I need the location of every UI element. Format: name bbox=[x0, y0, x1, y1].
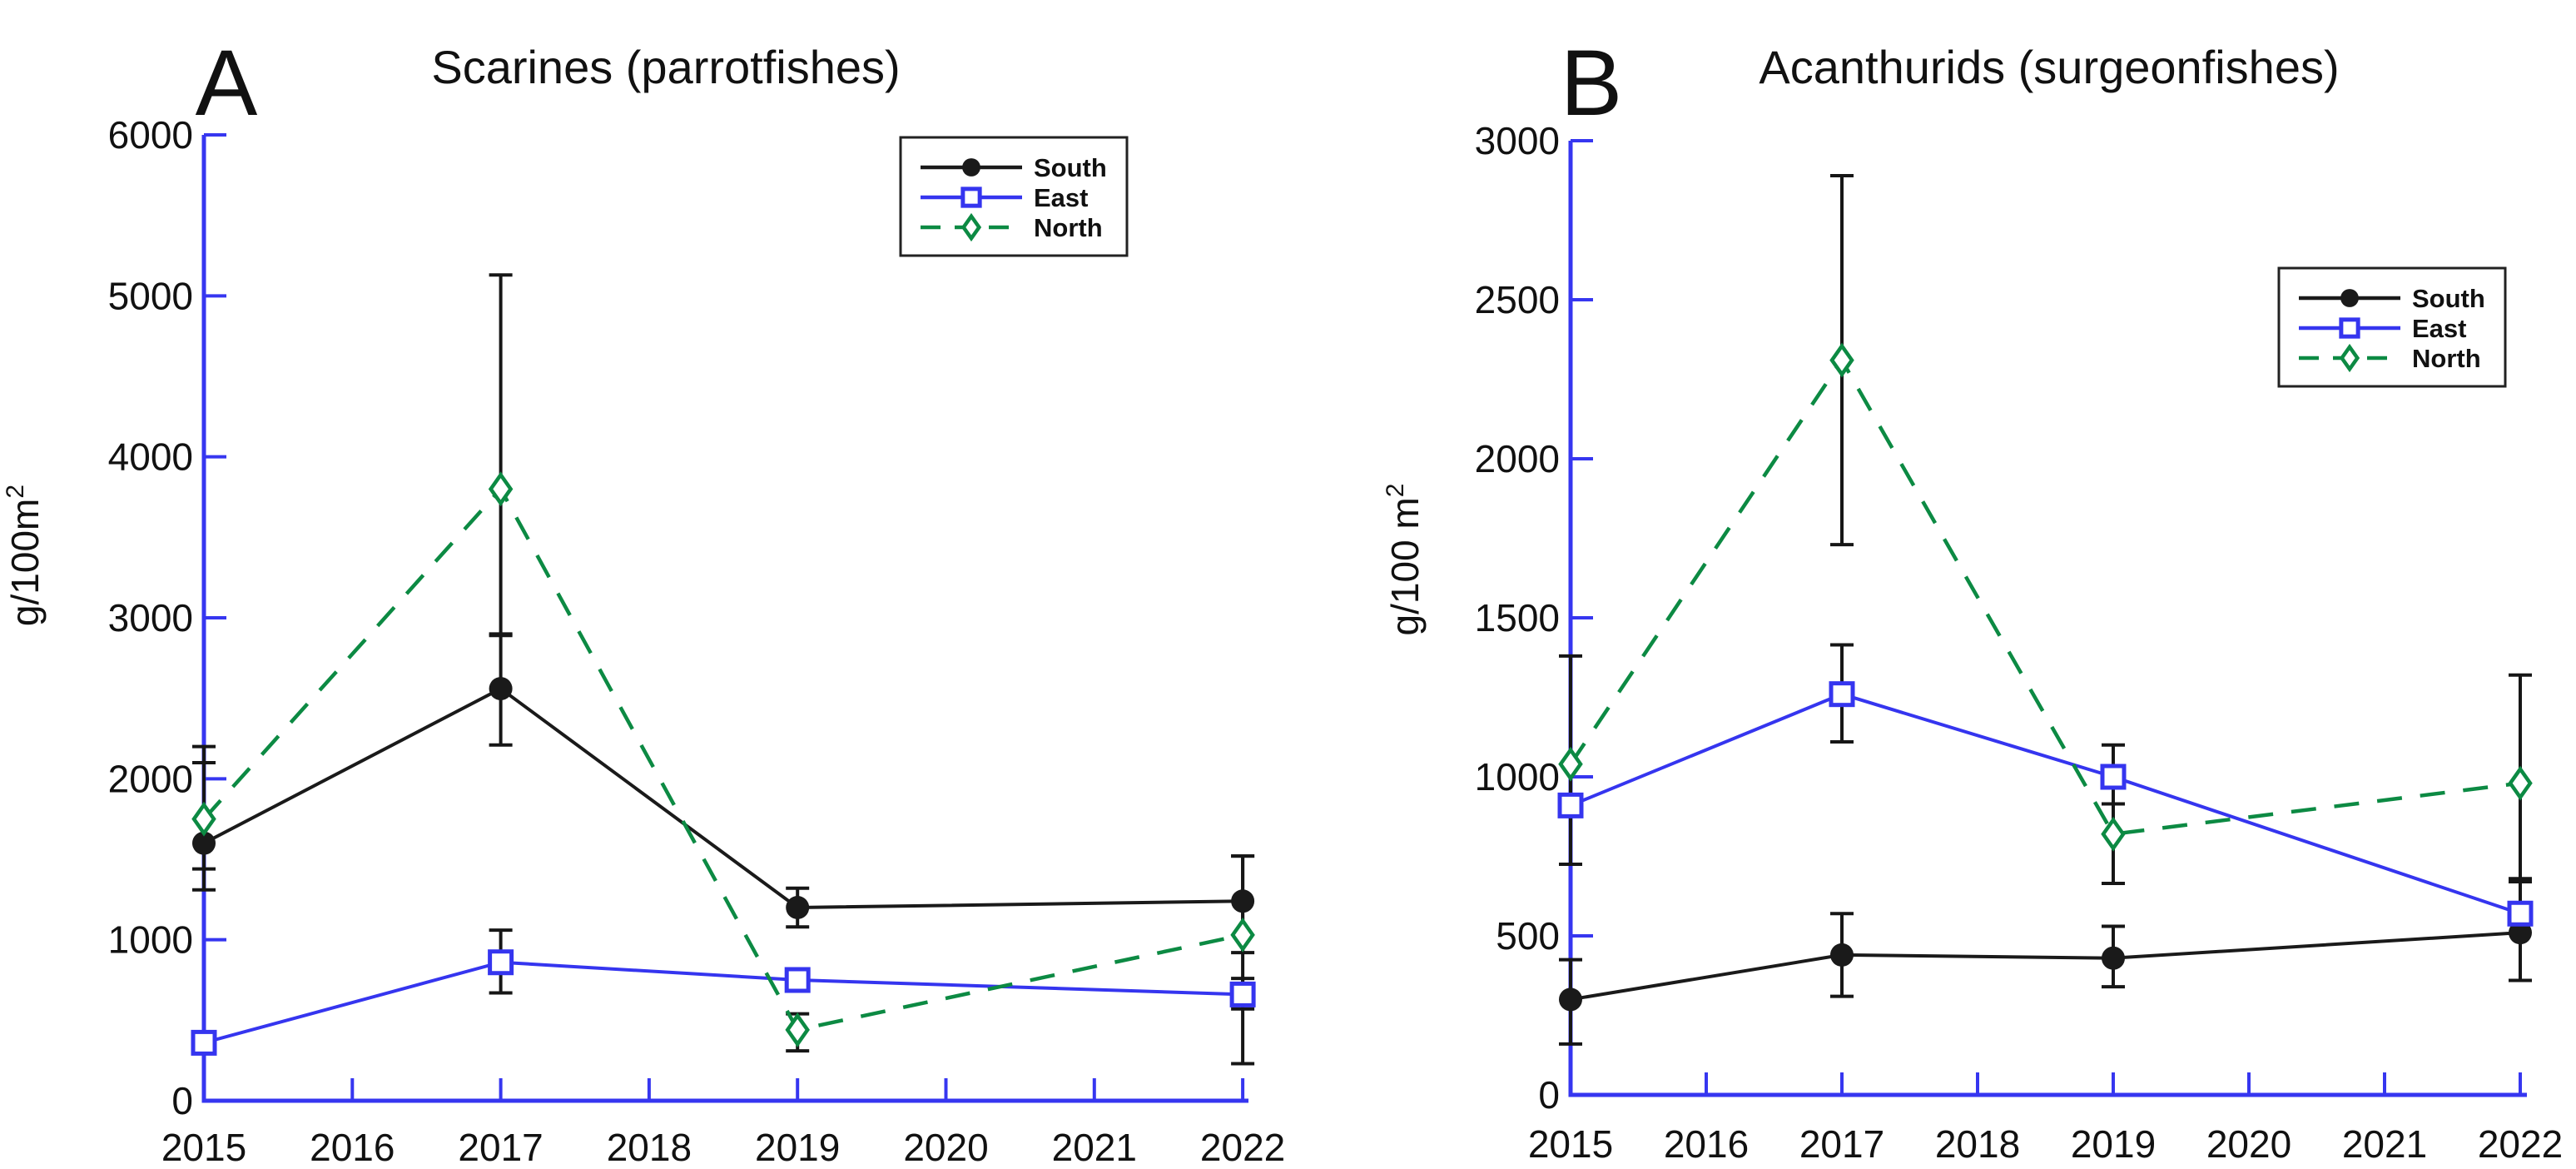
series-south-line bbox=[203, 686, 1243, 910]
series-south-marker bbox=[1231, 889, 1255, 913]
legend-label: South bbox=[1034, 153, 1107, 182]
series-east-marker bbox=[488, 949, 514, 976]
legend-entry-east: East bbox=[2299, 314, 2466, 343]
series-east-marker bbox=[1557, 792, 1584, 818]
series-north-marker bbox=[488, 471, 514, 507]
y-tick-label: 3000 bbox=[1475, 119, 1560, 162]
x-tick-label: 2021 bbox=[2342, 1122, 2427, 1166]
error-bar bbox=[1231, 854, 1255, 1066]
series-north-marker bbox=[2101, 816, 2126, 852]
legend-label: East bbox=[2412, 314, 2466, 343]
y-axis-label: g/100 m2 bbox=[1382, 484, 1427, 636]
y-tick-label: 0 bbox=[1538, 1073, 1560, 1117]
series-east-marker bbox=[2507, 900, 2534, 927]
x-tick-label: 2017 bbox=[458, 1126, 543, 1169]
panel-letter: A bbox=[196, 31, 258, 135]
series-east-line bbox=[203, 960, 1243, 1045]
legend-entry-north: North bbox=[921, 212, 1103, 242]
error-bar bbox=[489, 273, 513, 638]
y-tick-label: 3000 bbox=[108, 596, 193, 639]
y-tick-label: 6000 bbox=[108, 113, 193, 157]
y-tick-label: 2500 bbox=[1475, 278, 1560, 321]
x-tick-label: 2015 bbox=[161, 1126, 246, 1169]
series-north-marker bbox=[1558, 746, 1583, 782]
x-tick-label: 2022 bbox=[1200, 1126, 1285, 1169]
series-south-marker bbox=[786, 896, 810, 920]
y-tick-label: 1000 bbox=[1475, 755, 1560, 798]
x-tick-label: 2019 bbox=[755, 1126, 840, 1169]
series-east-marker bbox=[1829, 681, 1855, 708]
series-north-line bbox=[1569, 356, 2521, 837]
x-tick-label: 2020 bbox=[2206, 1122, 2291, 1166]
series-east-line bbox=[1570, 692, 2521, 916]
series-east-marker bbox=[191, 1029, 217, 1056]
panel-a: 0 1000 2000 3000 4000 5000 6000 2015 2016 2017 201… bbox=[2, 31, 1285, 1169]
panel-title: Acanthurids (surgeonfishes) bbox=[1759, 41, 2339, 93]
x-tick-label: 2018 bbox=[607, 1126, 692, 1169]
series-north-marker bbox=[2508, 765, 2533, 801]
series-north-marker bbox=[191, 801, 216, 837]
legend-label: East bbox=[1034, 183, 1088, 212]
x-tick-label: 2015 bbox=[1528, 1122, 1613, 1166]
x-tick-label: 2019 bbox=[2071, 1122, 2156, 1166]
legend-filled-circle-icon bbox=[2340, 289, 2359, 307]
legend-label: South bbox=[2412, 284, 2485, 313]
panel-letter: B bbox=[1561, 31, 1623, 135]
legend-entry-south: South bbox=[921, 153, 1107, 182]
series-east-marker bbox=[2100, 764, 2127, 790]
series-south-marker bbox=[192, 831, 216, 855]
legend-open-square-icon bbox=[2339, 317, 2360, 339]
legend-open-square-icon bbox=[960, 187, 982, 208]
x-tick-label: 2018 bbox=[1935, 1122, 2020, 1166]
legend-entry-south: South bbox=[2299, 284, 2485, 313]
series-east-marker bbox=[1229, 981, 1256, 1007]
series-south-marker bbox=[2102, 946, 2125, 970]
x-tick-label: 2021 bbox=[1052, 1126, 1137, 1169]
legend-label: North bbox=[2412, 344, 2481, 373]
series-south-marker bbox=[1559, 987, 1582, 1012]
x-tick-label: 2022 bbox=[2478, 1122, 2563, 1166]
panel-title: Scarines (parrotfishes) bbox=[431, 41, 900, 93]
y-tick-label: 2000 bbox=[1475, 437, 1560, 480]
y-tick-label: 1000 bbox=[108, 918, 193, 962]
series-north-marker bbox=[1829, 342, 1854, 378]
series-south-marker bbox=[2509, 921, 2532, 945]
y-tick-label: 5000 bbox=[108, 274, 193, 317]
series-south-marker bbox=[1830, 943, 1854, 967]
series-north-line bbox=[202, 485, 1243, 1032]
legend-entry-east: East bbox=[921, 183, 1088, 212]
y-tick-label: 1500 bbox=[1475, 596, 1560, 639]
series-north-marker bbox=[1230, 917, 1255, 953]
panel-b: 0 500 1000 1500 2000 2500 3000 2015 2016 2017 2018… bbox=[1382, 31, 2563, 1166]
legend-open-diamond-icon bbox=[2339, 343, 2360, 373]
y-tick-label: 2000 bbox=[108, 757, 193, 800]
series-south-marker bbox=[489, 677, 513, 701]
y-tick-label: 4000 bbox=[108, 435, 193, 479]
series-east-marker bbox=[784, 967, 811, 993]
x-tick-label: 2016 bbox=[310, 1126, 395, 1169]
x-tick-label: 2020 bbox=[903, 1126, 988, 1169]
series-north-marker bbox=[785, 1012, 810, 1047]
series-south-line bbox=[1570, 931, 2521, 1002]
legend-filled-circle-icon bbox=[962, 158, 980, 177]
legend-entry-north: North bbox=[2299, 343, 2481, 373]
legend-open-diamond-icon bbox=[960, 212, 982, 242]
x-tick-label: 2017 bbox=[1799, 1122, 1884, 1166]
legend-label: North bbox=[1034, 213, 1103, 242]
y-axis-label: g/100m2 bbox=[2, 485, 47, 626]
y-tick-label: 0 bbox=[171, 1079, 193, 1122]
x-tick-label: 2016 bbox=[1664, 1122, 1749, 1166]
y-tick-label: 500 bbox=[1496, 914, 1560, 958]
